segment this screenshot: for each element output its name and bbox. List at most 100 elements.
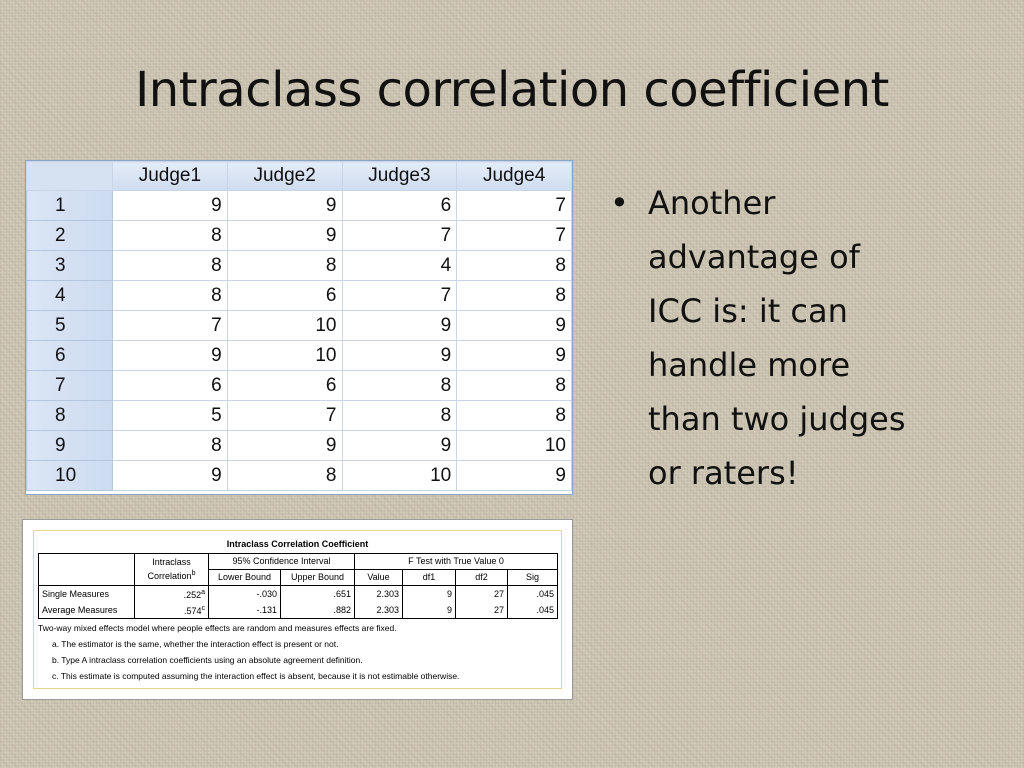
icc-header-df1: df1 bbox=[402, 569, 456, 586]
row-header[interactable]: 8 bbox=[26, 400, 113, 431]
row-header[interactable]: 3 bbox=[26, 250, 113, 281]
data-cell[interactable]: 8 bbox=[456, 250, 572, 281]
data-cell[interactable]: 6 bbox=[226, 280, 343, 311]
column-header-judge1[interactable]: Judge1 bbox=[112, 161, 228, 191]
df2-value: 27 bbox=[455, 585, 508, 602]
icc-table-title: Intraclass Correlation Coefficient bbox=[226, 539, 369, 549]
data-cell[interactable]: 9 bbox=[341, 310, 458, 341]
data-cell[interactable]: 10 bbox=[226, 340, 343, 371]
icc-header-ftest: F Test with True Value 0 bbox=[353, 553, 559, 570]
data-cell[interactable]: 7 bbox=[341, 280, 458, 311]
data-cell[interactable]: 9 bbox=[112, 460, 228, 491]
data-cell[interactable]: 9 bbox=[226, 220, 343, 251]
data-cell[interactable]: 6 bbox=[112, 370, 228, 401]
icc-header-correlation: Intraclass Correlationb bbox=[134, 553, 209, 586]
icc-header-value: Value bbox=[354, 569, 403, 586]
data-cell[interactable]: 8 bbox=[341, 400, 458, 431]
row-header[interactable]: 5 bbox=[26, 310, 113, 341]
data-cell[interactable]: 7 bbox=[112, 310, 228, 341]
data-cell[interactable]: 8 bbox=[456, 370, 572, 401]
table-row: 4 8 6 7 8 bbox=[26, 280, 572, 311]
data-cell[interactable]: 7 bbox=[456, 220, 572, 251]
column-header-judge3[interactable]: Judge3 bbox=[341, 161, 458, 191]
data-cell[interactable]: 9 bbox=[226, 190, 343, 221]
icc-value: .574c bbox=[134, 602, 209, 619]
table-row: 1 9 9 6 7 bbox=[26, 190, 572, 221]
f-value: 2.303 bbox=[354, 602, 403, 619]
footnote-c: c. This estimate is computed assuming th… bbox=[52, 671, 460, 681]
row-header[interactable]: 10 bbox=[26, 460, 113, 491]
bullet-icon: • bbox=[610, 184, 629, 222]
data-cell[interactable]: 8 bbox=[112, 250, 228, 281]
data-cell[interactable]: 9 bbox=[112, 340, 228, 371]
row-header[interactable]: 4 bbox=[26, 280, 113, 311]
icc-row-label: Single Measures bbox=[38, 585, 135, 602]
data-cell[interactable]: 6 bbox=[226, 370, 343, 401]
data-cell[interactable]: 10 bbox=[341, 460, 458, 491]
table-row: Single Measures .252a -.030 .651 2.303 9… bbox=[38, 585, 559, 602]
column-header-judge2[interactable]: Judge2 bbox=[226, 161, 343, 191]
table-row: 6 9 10 9 9 bbox=[26, 340, 572, 371]
data-cell[interactable]: 8 bbox=[456, 280, 572, 311]
table-row: 2 8 9 7 7 bbox=[26, 220, 572, 251]
footnote-b: b. Type A intraclass correlation coeffic… bbox=[52, 655, 363, 665]
data-cell[interactable]: 9 bbox=[341, 340, 458, 371]
table-row: 5 7 10 9 9 bbox=[26, 310, 572, 341]
table-row: 3 8 8 4 8 bbox=[26, 250, 572, 281]
icc-output-frame: Intraclass Correlation Coefficient Intra… bbox=[33, 530, 562, 689]
sig-value: .045 bbox=[506, 602, 559, 619]
row-header[interactable]: 9 bbox=[26, 430, 113, 461]
data-cell[interactable]: 8 bbox=[112, 430, 228, 461]
df2-value: 27 bbox=[455, 602, 508, 619]
icc-lower-bound: -.030 bbox=[208, 585, 281, 602]
sig-value: .045 bbox=[506, 585, 559, 602]
icc-upper-bound: .651 bbox=[280, 585, 355, 602]
data-cell[interactable]: 9 bbox=[226, 430, 343, 461]
icc-corner bbox=[38, 553, 135, 586]
f-value: 2.303 bbox=[354, 585, 403, 602]
table-row: 7 6 6 8 8 bbox=[26, 370, 572, 401]
data-cell[interactable]: 7 bbox=[341, 220, 458, 251]
row-header[interactable]: 2 bbox=[26, 220, 113, 251]
footnote-a: a. The estimator is the same, whether th… bbox=[52, 639, 339, 649]
df1-value: 9 bbox=[402, 602, 456, 619]
table-row: 8 5 7 8 8 bbox=[26, 400, 572, 431]
data-cell[interactable]: 8 bbox=[226, 460, 343, 491]
row-header[interactable]: 6 bbox=[26, 340, 113, 371]
footnote-model: Two-way mixed effects model where people… bbox=[38, 623, 397, 633]
data-cell[interactable]: 8 bbox=[226, 250, 343, 281]
data-cell[interactable]: 6 bbox=[341, 190, 458, 221]
data-cell[interactable]: 10 bbox=[226, 310, 343, 341]
data-cell[interactable]: 8 bbox=[456, 400, 572, 431]
column-header-judge4[interactable]: Judge4 bbox=[456, 161, 572, 191]
icc-footnotes: Two-way mixed effects model where people… bbox=[38, 623, 557, 681]
icc-lower-bound: -.131 bbox=[208, 602, 281, 619]
data-cell[interactable]: 9 bbox=[456, 340, 572, 371]
grid-corner-cell[interactable] bbox=[26, 161, 113, 191]
data-cell[interactable]: 9 bbox=[341, 430, 458, 461]
data-cell[interactable]: 10 bbox=[456, 430, 572, 461]
data-cell[interactable]: 4 bbox=[341, 250, 458, 281]
data-cell[interactable]: 9 bbox=[112, 190, 228, 221]
data-cell[interactable]: 9 bbox=[456, 460, 572, 491]
row-header[interactable]: 1 bbox=[26, 190, 113, 221]
icc-table: Intraclass Correlationb 95% Confidence I… bbox=[38, 553, 559, 619]
bullet-text: Another advantage of ICC is: it can hand… bbox=[648, 184, 906, 492]
table-row: 9 8 9 9 10 bbox=[26, 430, 572, 461]
data-cell[interactable]: 8 bbox=[112, 280, 228, 311]
data-cell[interactable]: 7 bbox=[226, 400, 343, 431]
data-cell[interactable]: 7 bbox=[456, 190, 572, 221]
grid-header-row: Judge1 Judge2 Judge3 Judge4 bbox=[26, 161, 572, 191]
data-cell[interactable]: 8 bbox=[112, 220, 228, 251]
slide-title: Intraclass correlation coefficient bbox=[135, 62, 889, 118]
icc-header-df2: df2 bbox=[455, 569, 508, 586]
icc-row-label: Average Measures bbox=[38, 602, 135, 619]
data-cell[interactable]: 8 bbox=[341, 370, 458, 401]
icc-upper-bound: .882 bbox=[280, 602, 355, 619]
data-cell[interactable]: 5 bbox=[112, 400, 228, 431]
table-row: 10 9 8 10 9 bbox=[26, 460, 572, 491]
bullet-list: • Another advantage of ICC is: it can ha… bbox=[610, 176, 1000, 500]
data-cell[interactable]: 9 bbox=[456, 310, 572, 341]
row-header[interactable]: 7 bbox=[26, 370, 113, 401]
table-row: Average Measures .574c -.131 .882 2.303 … bbox=[38, 602, 559, 619]
